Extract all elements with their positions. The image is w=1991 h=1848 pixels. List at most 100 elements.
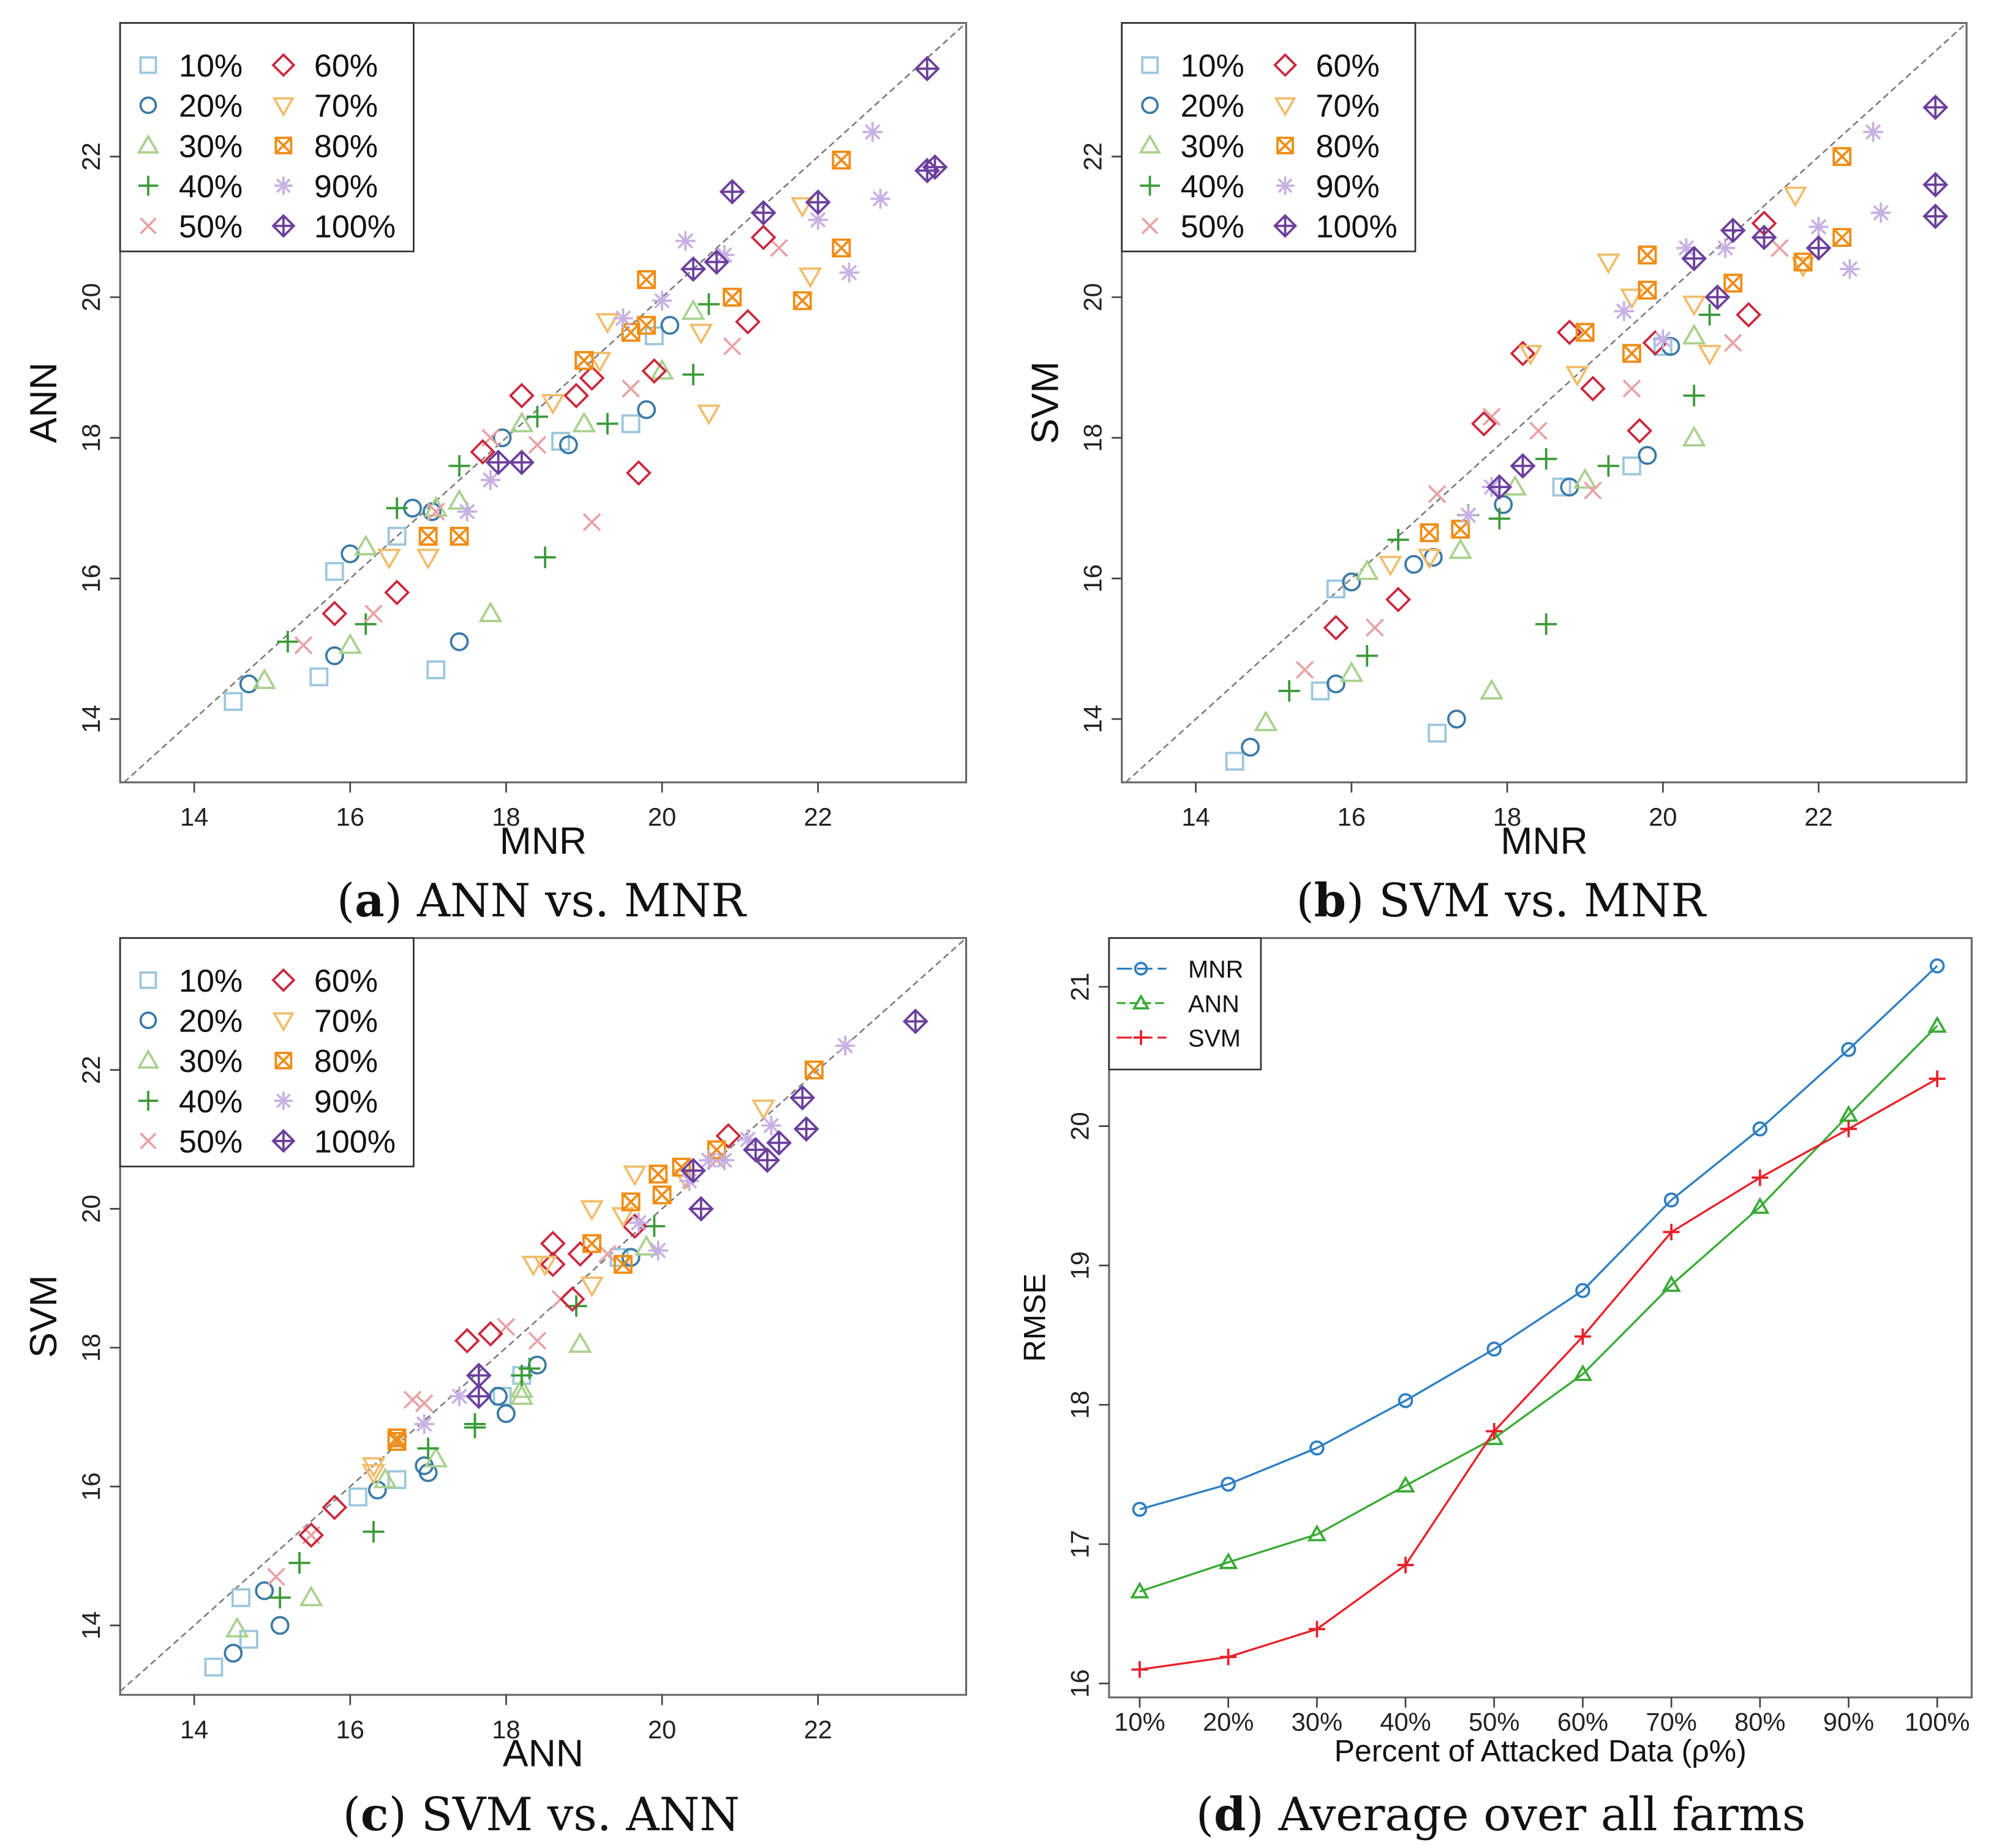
legend-marker <box>1141 217 1159 235</box>
data-point <box>1771 238 1789 257</box>
y-axis-label: RMSE <box>1018 1273 1052 1362</box>
triangle-mark <box>1254 710 1278 731</box>
circle-mark <box>139 1011 157 1030</box>
square-mark <box>1622 456 1641 476</box>
series-20pct <box>239 315 680 693</box>
data-point <box>1494 495 1513 515</box>
legend: 10% 20% 30% 40% 50% 60% 70% 80% 90% 100% <box>119 22 415 252</box>
diamond-mark <box>750 224 777 251</box>
box-mark <box>582 1234 601 1253</box>
circle-mark <box>1929 958 1945 974</box>
legend-marker <box>274 1052 293 1069</box>
cross-mark <box>364 604 383 623</box>
y-tick-label: 16 <box>77 1473 105 1501</box>
asterisk-mark <box>679 1171 699 1191</box>
data-point <box>418 527 438 546</box>
legend-marker <box>1276 176 1295 195</box>
data-point <box>625 460 652 486</box>
data-point <box>252 668 277 689</box>
asterisk-mark <box>808 209 828 230</box>
data-point <box>1420 523 1439 543</box>
data-point <box>224 1643 243 1663</box>
plus-mark <box>1840 1120 1857 1137</box>
caption-paren: ) <box>389 1787 407 1841</box>
y-tick-label: 22 <box>1078 142 1107 170</box>
data-point <box>1841 1042 1856 1057</box>
data-point <box>714 1150 735 1171</box>
data-point <box>1396 1476 1415 1493</box>
square-mark <box>492 1387 512 1406</box>
plus-mark <box>1706 285 1729 309</box>
data-point <box>508 382 535 409</box>
legend: 10% 20% 30% 40% 50% 60% 70% 80% 90% 100% <box>119 937 415 1167</box>
cross-mark <box>528 436 547 454</box>
circle-mark <box>255 1581 274 1601</box>
data-point <box>540 1231 566 1257</box>
x-mark <box>672 1158 691 1177</box>
caption-letter: b <box>1314 873 1346 927</box>
data-point <box>595 313 620 334</box>
data-point <box>574 351 594 370</box>
data-point <box>541 394 565 415</box>
plus-mark <box>807 190 829 214</box>
plus-mark <box>534 546 556 568</box>
legend-label: 30% <box>179 129 243 164</box>
series-10pct <box>1225 337 1673 771</box>
legend-marker <box>140 217 157 235</box>
y-tick-label: 16 <box>1066 1669 1094 1697</box>
triangle-mark <box>299 1585 323 1607</box>
y-tick-label: 18 <box>77 424 105 452</box>
cross-mark <box>1771 238 1789 257</box>
asterisk-mark <box>1276 176 1295 195</box>
x-axis-label: ANN <box>503 1732 584 1775</box>
plus-mark <box>756 1148 779 1172</box>
data-point <box>680 256 706 282</box>
data-point <box>364 604 383 623</box>
cross-mark <box>140 1132 157 1150</box>
legend-label: 10% <box>179 48 243 84</box>
legend-label: 50% <box>1181 209 1244 245</box>
triangle-down-mark <box>696 404 721 426</box>
cross-mark <box>294 636 313 655</box>
asterisk-mark <box>1715 238 1736 258</box>
x-tick-label: 20% <box>1203 1707 1254 1736</box>
plus-mark <box>1807 236 1830 260</box>
data-point <box>559 1286 585 1312</box>
legend-label: 70% <box>1315 89 1379 124</box>
plus-mark <box>1308 1621 1325 1638</box>
plot-frame <box>1121 21 1968 783</box>
data-point <box>582 513 601 532</box>
box-mark <box>832 150 851 170</box>
data-point <box>582 1234 601 1253</box>
data-point <box>808 209 828 230</box>
data-point <box>789 1085 816 1111</box>
data-point <box>1663 1192 1679 1208</box>
series-60pct <box>322 224 777 627</box>
data-point <box>914 56 940 82</box>
data-point <box>1132 1501 1148 1517</box>
x-tick-label: 20 <box>648 1715 676 1744</box>
circle-mark <box>450 632 469 652</box>
legend-label: 80% <box>1315 129 1379 164</box>
legend-marker <box>1273 53 1297 77</box>
panel-caption: (c) SVM vs. ANN <box>343 1787 740 1841</box>
data-point <box>707 1140 726 1160</box>
box-mark <box>723 287 742 307</box>
data-point <box>492 428 512 448</box>
legend-label: 90% <box>314 1084 378 1120</box>
data-point <box>1832 147 1852 167</box>
data-point <box>1622 379 1641 398</box>
legend-marker <box>271 1129 296 1153</box>
triangle-down-mark <box>751 1099 776 1121</box>
data-point <box>448 455 470 477</box>
data-point <box>449 1386 470 1406</box>
data-point <box>1715 238 1736 258</box>
data-point <box>862 122 883 142</box>
data-point <box>648 1240 668 1261</box>
box-mark <box>792 291 812 311</box>
box-mark <box>418 527 438 546</box>
square-mark <box>139 971 157 989</box>
series-80pct <box>418 150 851 546</box>
data-point <box>1398 1393 1413 1408</box>
plus-mark <box>464 1416 486 1439</box>
